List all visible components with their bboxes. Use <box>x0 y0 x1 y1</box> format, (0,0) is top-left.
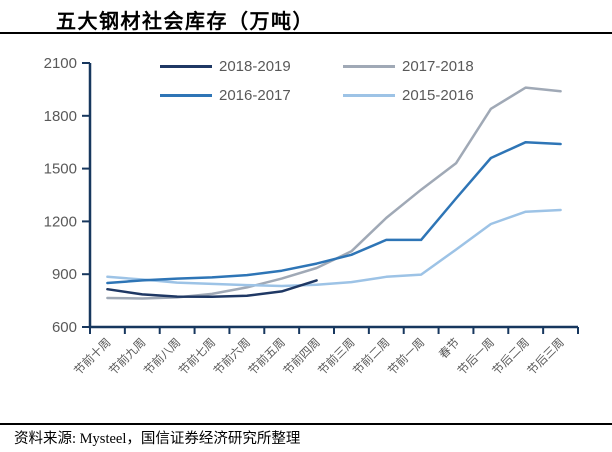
title-divider <box>0 32 612 34</box>
series-line-2015-2016 <box>106 208 562 288</box>
x-tick-label: 节后三周 <box>525 336 567 378</box>
series-line-2017-2018 <box>106 86 562 300</box>
y-tick-label: 900 <box>52 266 77 283</box>
y-tick-label: 2100 <box>44 55 77 72</box>
chart-legend: 2018-2019 2017-2018 2016-2017 2015-2016 <box>160 58 526 104</box>
legend-item-2018-2019: 2018-2019 <box>160 58 343 75</box>
legend-label: 2018-2019 <box>219 58 291 75</box>
y-tick-label: 600 <box>52 319 77 336</box>
legend-item-2016-2017: 2016-2017 <box>160 87 343 104</box>
series-line-2016-2017 <box>106 140 562 285</box>
y-tick-label: 1800 <box>44 108 77 125</box>
legend-line-swatch <box>343 93 395 98</box>
x-tick-label: 节前二周 <box>350 335 392 377</box>
footer-divider <box>0 423 612 425</box>
legend-line-swatch <box>343 64 395 69</box>
source-note: 资料来源: Mysteel，国信证券经济研究所整理 <box>14 431 301 447</box>
x-tick-label: 节前一周 <box>385 335 427 377</box>
x-tick-label: 节前七周 <box>176 335 218 377</box>
legend-label: 2015-2016 <box>402 87 474 104</box>
x-tick-label: 节前十周 <box>71 335 113 377</box>
x-tick-label: 节前五周 <box>245 335 287 377</box>
x-tick-label: 节前六周 <box>211 335 253 377</box>
x-tick-label: 节前三周 <box>315 335 357 377</box>
legend-item-2017-2018: 2017-2018 <box>343 58 526 75</box>
x-tick-label: 节后二周 <box>490 336 532 378</box>
chart-title: 五大钢材社会库存（万吨） <box>56 11 314 33</box>
legend-line-swatch <box>160 64 212 69</box>
x-tick-label: 节前八周 <box>141 335 183 377</box>
series-line-2018-2019 <box>106 279 318 298</box>
legend-label: 2016-2017 <box>219 87 291 104</box>
y-tick-label: 1200 <box>44 213 77 230</box>
legend-line-swatch <box>160 93 212 98</box>
x-tick-label: 节后一周 <box>455 336 497 378</box>
y-tick-label: 1500 <box>44 161 77 178</box>
x-tick-label: 春节 <box>437 336 462 361</box>
legend-item-2015-2016: 2015-2016 <box>343 87 526 104</box>
x-tick-label: 节前九周 <box>106 335 148 377</box>
legend-label: 2017-2018 <box>402 58 474 75</box>
x-tick-label: 节前四周 <box>280 335 322 377</box>
